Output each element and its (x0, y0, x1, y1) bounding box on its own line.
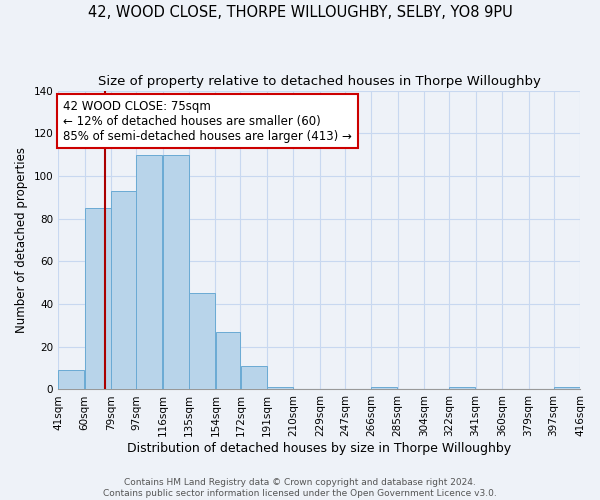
Bar (58, 370, 85, 390)
Bar (371, 388, 397, 390)
Text: Contains HM Land Registry data © Crown copyright and database right 2024.
Contai: Contains HM Land Registry data © Crown c… (103, 478, 497, 498)
X-axis label: Distribution of detached houses by size in Thorpe Willoughby: Distribution of detached houses by size … (127, 442, 511, 455)
Bar (136, 154, 163, 390)
Text: 42, WOOD CLOSE, THORPE WILLOUGHBY, SELBY, YO8 9PU: 42, WOOD CLOSE, THORPE WILLOUGHBY, SELBY… (88, 5, 512, 20)
Bar (85, 208, 111, 390)
Bar (215, 332, 240, 390)
Bar (267, 388, 293, 390)
Bar (111, 191, 136, 390)
Bar (189, 294, 215, 390)
Bar (554, 388, 580, 390)
Y-axis label: Number of detached properties: Number of detached properties (15, 147, 28, 333)
Bar (241, 366, 266, 390)
Bar (449, 388, 475, 390)
Title: Size of property relative to detached houses in Thorpe Willoughby: Size of property relative to detached ho… (98, 75, 541, 88)
Text: 42 WOOD CLOSE: 75sqm
← 12% of detached houses are smaller (60)
85% of semi-detac: 42 WOOD CLOSE: 75sqm ← 12% of detached h… (64, 100, 352, 142)
Bar (163, 154, 189, 390)
